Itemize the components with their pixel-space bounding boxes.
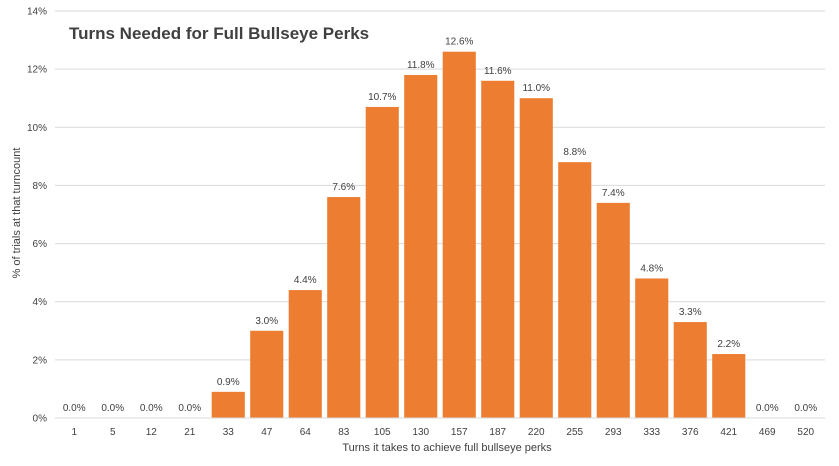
y-tick-label: 8% [33, 181, 48, 192]
x-tick-label: 21 [184, 427, 196, 438]
x-tick-label: 5 [110, 427, 116, 438]
x-tick-label: 64 [300, 427, 312, 438]
y-tick-label: 10% [27, 123, 47, 134]
data-label: 2.2% [717, 339, 740, 350]
x-tick-label: 469 [759, 427, 776, 438]
x-tick-label: 130 [412, 427, 429, 438]
data-label: 0.0% [178, 403, 201, 414]
y-tick-label: 12% [27, 65, 47, 76]
data-label: 0.9% [217, 377, 240, 388]
bar [481, 80, 515, 419]
bar [596, 202, 630, 418]
data-label: 0.0% [63, 403, 86, 414]
bar [712, 354, 746, 418]
data-label: 0.0% [101, 403, 124, 414]
bar [327, 197, 361, 418]
bar [404, 74, 438, 418]
bar [288, 290, 322, 418]
chart-title: Turns Needed for Full Bullseye Perks [69, 24, 370, 43]
data-label: 10.7% [368, 92, 396, 103]
data-label: 12.6% [445, 37, 473, 48]
data-label: 11.8% [407, 60, 435, 71]
bar [442, 51, 476, 418]
bar [673, 322, 707, 418]
bar [250, 330, 284, 418]
data-label: 8.8% [563, 147, 586, 158]
x-tick-label: 520 [797, 427, 814, 438]
x-tick-label: 157 [451, 427, 468, 438]
x-tick-label: 187 [489, 427, 506, 438]
bar [558, 162, 592, 418]
x-tick-label: 376 [682, 427, 699, 438]
bar [211, 391, 245, 418]
x-tick-label: 220 [528, 427, 545, 438]
y-tick-label: 6% [33, 239, 48, 250]
x-tick-label: 333 [643, 427, 660, 438]
y-tick-label: 4% [33, 297, 48, 308]
x-tick-label: 255 [566, 427, 583, 438]
data-label: 7.6% [332, 182, 355, 193]
y-tick-label: 14% [27, 7, 47, 18]
x-tick-label: 83 [338, 427, 350, 438]
data-label: 11.6% [484, 66, 512, 77]
x-tick-label: 33 [223, 427, 235, 438]
data-label: 7.4% [602, 188, 625, 199]
data-label: 0.0% [794, 403, 817, 414]
x-tick-label: 421 [720, 427, 737, 438]
data-label: 3.0% [255, 316, 278, 327]
x-tick-label: 47 [261, 427, 273, 438]
bar [365, 106, 399, 418]
data-label: 0.0% [140, 403, 163, 414]
x-axis-title: Turns it takes to achieve full bullseye … [342, 442, 552, 454]
data-label: 4.8% [640, 263, 663, 274]
data-label: 0.0% [756, 403, 779, 414]
x-tick-label: 1 [71, 427, 77, 438]
bar [519, 98, 553, 418]
x-tick-label: 293 [605, 427, 622, 438]
x-tick-label: 12 [146, 427, 158, 438]
y-tick-label: 2% [33, 355, 48, 366]
data-label: 4.4% [294, 275, 317, 286]
bar [635, 278, 669, 418]
x-tick-label: 105 [374, 427, 391, 438]
data-label: 11.0% [522, 83, 550, 94]
data-label: 3.3% [679, 307, 702, 318]
y-tick-label: 0% [33, 414, 48, 425]
